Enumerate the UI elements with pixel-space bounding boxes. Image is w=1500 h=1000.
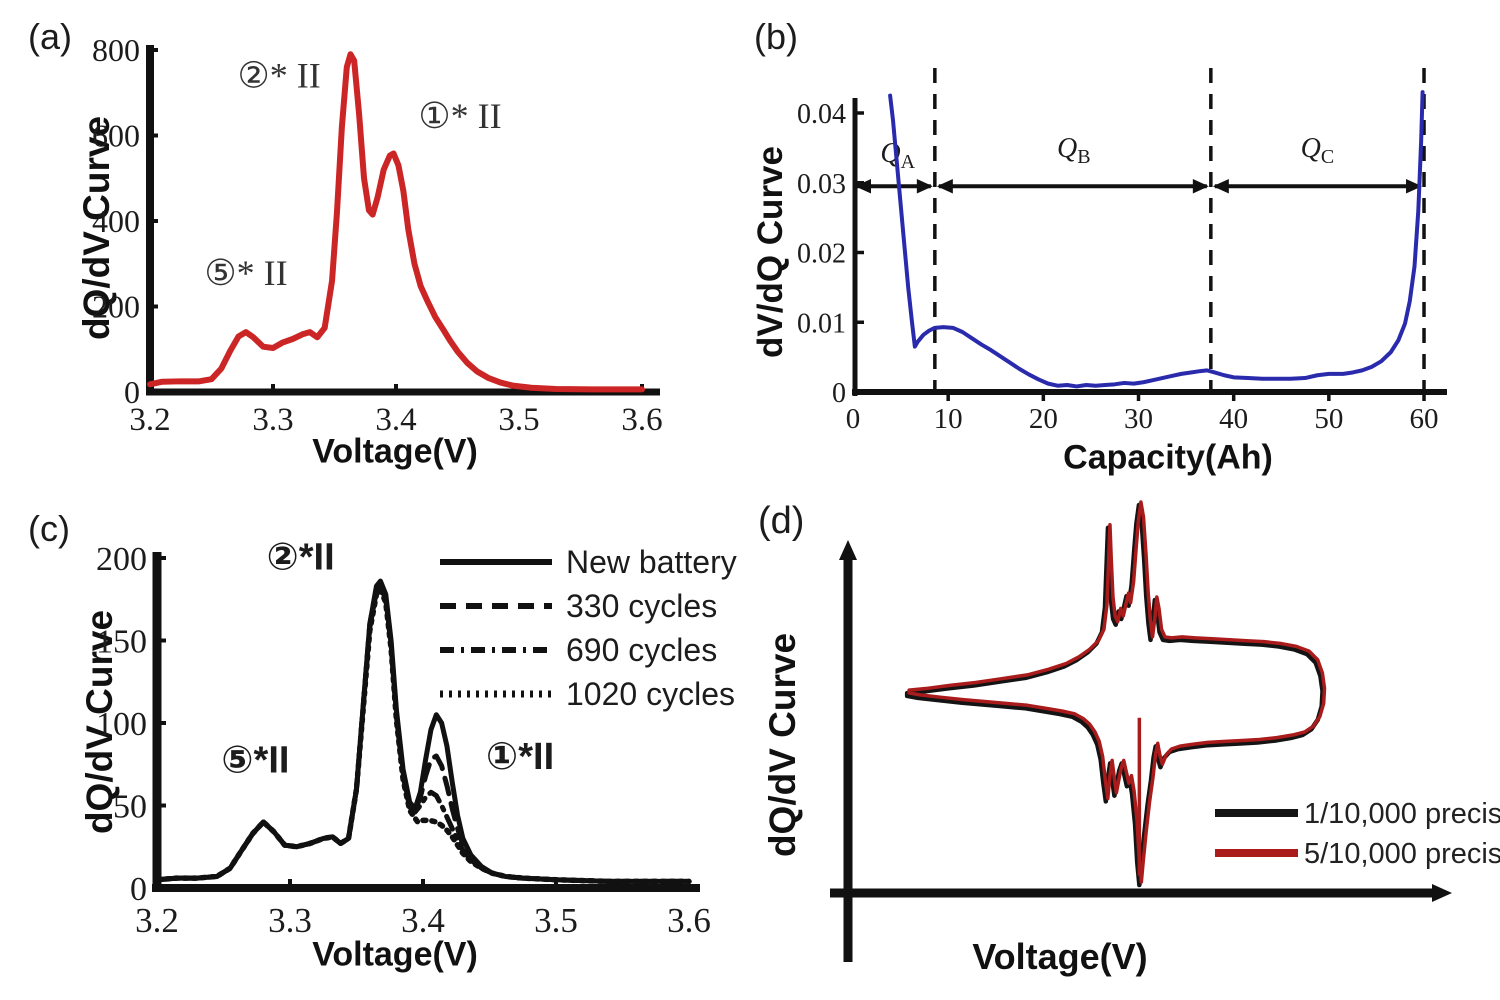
tick-label: 3.4 [375,402,416,438]
arrowhead [1192,179,1209,194]
q-region-label: QC [1301,133,1335,168]
panel-c-series-0 [154,578,692,884]
tick-label: 30 [1124,403,1153,435]
arrowhead [1406,179,1423,194]
tick-label: 3.2 [129,402,170,438]
tick-label: 3.6 [621,402,662,438]
panel-d-letter: (d) [758,500,805,542]
panel-c-letter: (c) [28,508,70,549]
panel-c-series-3 [154,586,692,885]
legend-label: 330 cycles [566,588,717,624]
tick-label: 40 [1219,403,1248,435]
panel-d-red-curve [907,500,1327,884]
tick-label: 0 [130,871,147,908]
peak-annotation: ⑤*II [221,740,289,782]
panel-a-plot: 3.2 3.3 3.4 3.5 3.6 0 200 400 600 800 ②* II ①* II ⑤*… [92,32,663,438]
panel-c-plot: 3.2 3.3 3.4 3.5 3.6 0 50 100 150 200 New battery 33… [96,537,737,940]
panel-c-x-axis-title: Voltage(V) [312,935,478,974]
tick-label: 3.2 [135,901,179,940]
arrowhead [839,540,857,560]
panel-a: (a) dQ/dV Curve 3.2 3.3 3.4 3.5 3.6 0 200 400 60… [0,0,750,500]
legend-label: 1020 cycles [566,676,735,712]
panel-a-letter: (a) [28,16,72,57]
tick-label: 3.3 [268,901,312,940]
tick-label: 3.4 [401,901,445,940]
legend-entry-1: 330 cycles [440,588,717,624]
panel-a-x-axis-title: Voltage(V) [312,432,478,471]
tick-label: 600 [92,118,140,154]
tick-label: 0.04 [797,99,846,130]
panel-b-letter: (b) [754,16,798,57]
tick-label: 3.3 [252,402,293,438]
legend-label: 1/10,000 precision [1304,798,1500,830]
arrowhead [916,179,933,194]
panel-b-x-axis-title: Capacity(Ah) [1063,438,1273,477]
tick-label: 200 [96,541,147,578]
tick-label: 0.02 [797,239,846,270]
tick-label: 50 [113,789,147,826]
panel-d-red-layer [907,500,1327,884]
panel-d-x-axis-title: Voltage(V) [972,936,1148,977]
tick-label: 3.5 [534,901,578,940]
arrowhead [855,179,871,194]
arrowhead [1212,179,1229,194]
peak-annotation: ①*II [486,736,554,778]
tick-label: 800 [92,32,140,68]
legend-label: 5/10,000 precision [1304,838,1500,870]
tick-label: 50 [1314,403,1343,435]
legend-entry-3: 1020 cycles [440,676,735,712]
legend-label: New battery [566,544,737,580]
panel-b-curve [888,90,1425,389]
tick-label: 0 [124,374,140,410]
tick-label: 3.6 [667,901,711,940]
tick-label: 0.01 [797,308,846,339]
panel-c: (c) dQ/dV Curve 3.2 3.3 3.4 3.5 3.6 0 50 100 150… [0,500,750,1000]
arrowhead [1432,884,1452,902]
tick-label: 20 [1029,403,1058,435]
tick-label: 3.5 [498,402,539,438]
panel-c-series-1 [154,581,692,884]
peak-annotation: ①* II [418,96,501,136]
panel-d-plot: 1/10,000 precision 5/10,000 precision [830,500,1500,962]
q-region-label: QB [1057,133,1091,168]
tick-label: 0 [832,378,846,409]
legend-label: 690 cycles [566,632,717,668]
tick-label: 60 [1410,403,1439,435]
legend-entry-2: 690 cycles [440,632,717,668]
tick-label: 400 [92,203,140,239]
tick-label: 0.03 [797,169,846,200]
panel-b: (b) dV/dQ Curve 0 10 20 30 40 50 60 0 0.01 0.02 0.… [750,0,1500,500]
peak-annotation: ⑤* II [204,253,287,293]
tick-label: 0 [846,403,861,435]
panel-d-black-curve [904,502,1325,888]
tick-label: 200 [92,289,140,325]
tick-label: 10 [934,403,963,435]
arrowhead [936,179,953,194]
tick-label: 150 [96,624,147,661]
tick-label: 100 [96,706,147,743]
peak-annotation: ②* II [238,56,321,96]
peak-annotation: ②*II [267,537,335,579]
panel-d: (d) dQ/dV Curve 1/10,000 precision5/10,0… [750,500,1500,1000]
panel-a-curve [147,51,645,393]
legend-entry-0: New battery [440,544,737,580]
panel-c-series-2 [154,583,692,884]
